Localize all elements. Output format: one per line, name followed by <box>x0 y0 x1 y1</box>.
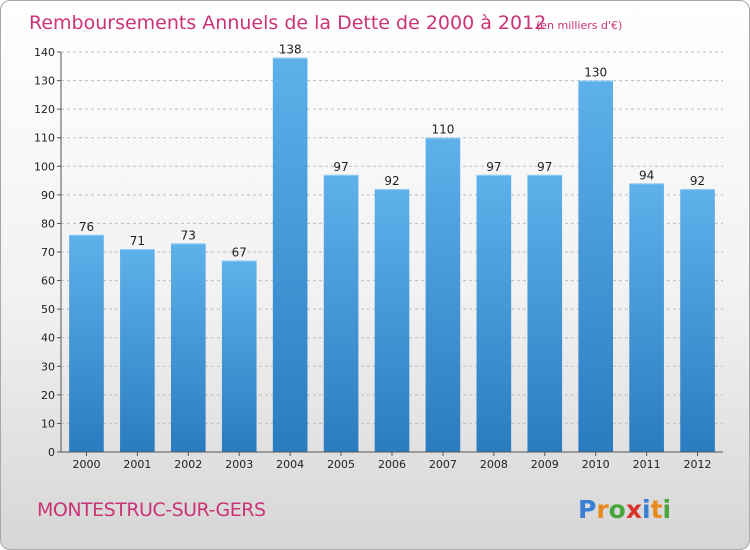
bar-2001 <box>120 249 155 452</box>
y-tick-label: 140 <box>34 46 55 59</box>
bar-2006 <box>374 189 410 452</box>
y-tick-label: 70 <box>41 246 55 259</box>
y-tick-label: 130 <box>34 75 55 88</box>
value-label: 94 <box>639 168 654 182</box>
value-label: 76 <box>79 220 94 234</box>
logo-letter: x <box>626 495 642 524</box>
bar-2003 <box>221 260 257 452</box>
y-tick-label: 30 <box>41 360 55 373</box>
y-tick-label: 40 <box>41 332 55 345</box>
y-tick-label: 90 <box>41 189 55 202</box>
logo-letter: i <box>663 495 672 524</box>
x-tick-label: 2008 <box>480 458 508 471</box>
y-tick-label: 20 <box>41 389 55 402</box>
y-tick-label: 60 <box>41 275 55 288</box>
x-tick-label: 2001 <box>123 458 151 471</box>
value-label: 71 <box>130 234 145 248</box>
y-tick-label: 0 <box>48 446 55 459</box>
x-tick-label: 2006 <box>378 458 406 471</box>
bar-2011 <box>629 183 664 452</box>
value-label: 97 <box>333 160 348 174</box>
value-label: 138 <box>279 43 302 57</box>
value-label: 97 <box>537 160 552 174</box>
y-tick-label: 100 <box>34 160 55 173</box>
axis-layer: 0 10 20 30 40 50 60 70 80 90 100 110 120 130 140 2000 20… <box>34 46 723 471</box>
y-tick-label: 50 <box>41 303 55 316</box>
x-tick-label: 2010 <box>582 458 610 471</box>
y-tick-label: 120 <box>34 103 55 116</box>
y-tick-label: 80 <box>41 217 55 230</box>
x-tick-label: 2011 <box>633 458 661 471</box>
logo-letter: i <box>642 495 651 524</box>
chart-unit: (en milliers d'€) <box>536 19 622 32</box>
value-label: 130 <box>584 66 607 80</box>
value-label: 97 <box>486 160 501 174</box>
y-tick-label: 10 <box>41 417 55 430</box>
chart-title: Remboursements Annuels de la Dette de 20… <box>29 12 546 34</box>
logo-letter: P <box>578 495 596 524</box>
logo-letter: t <box>651 495 663 524</box>
bar-2010 <box>578 80 614 453</box>
bar-2005 <box>323 174 359 452</box>
x-tick-label: 2007 <box>429 458 457 471</box>
value-label: 110 <box>431 123 454 137</box>
proxiti-logo: Proxiti <box>578 495 671 524</box>
bar-2002 <box>170 243 206 452</box>
value-label: 73 <box>181 228 196 242</box>
bar-2008 <box>476 174 512 452</box>
x-tick-label: 2009 <box>531 458 559 471</box>
value-label: 67 <box>232 246 247 260</box>
x-tick-label: 2004 <box>276 458 304 471</box>
logo-letter: o <box>609 495 626 524</box>
x-tick-label: 2003 <box>225 458 253 471</box>
bar-2009 <box>527 174 563 452</box>
x-tick-label: 2002 <box>174 458 202 471</box>
value-label: 92 <box>384 174 399 188</box>
bar-2000 <box>69 234 104 452</box>
x-tick-label: 2012 <box>684 458 712 471</box>
x-tick-label: 2000 <box>72 458 100 471</box>
logo-letter: r <box>596 495 609 524</box>
commune-name: MONTESTRUC-SUR-GERS <box>37 499 266 521</box>
y-tick-label: 110 <box>34 132 55 145</box>
x-tick-label: 2005 <box>327 458 355 471</box>
value-label: 92 <box>690 174 705 188</box>
bar-2007 <box>425 137 461 452</box>
bar-layer: 76 71 73 67 138 97 92 110 97 97 130 94 92 <box>69 43 715 453</box>
bar-2012 <box>680 189 715 452</box>
bar-2004 <box>272 57 308 452</box>
